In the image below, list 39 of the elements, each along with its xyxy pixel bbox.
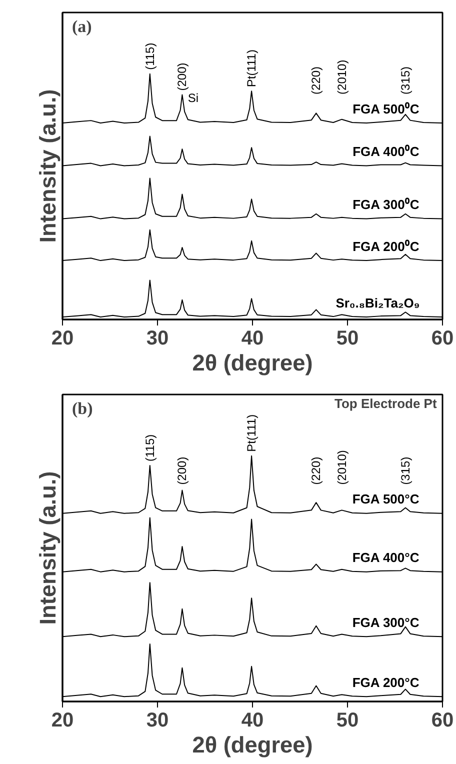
series-label: FGA 200⁰C [352, 238, 420, 254]
annotation: (2010) [334, 450, 349, 485]
x-tick-label: 40 [241, 710, 264, 732]
series-label: Sr₀.₈Bi₂Ta₂O₉ [336, 295, 420, 310]
chart-title: (b) [72, 399, 93, 418]
y-axis-title: Intensity (a.u.) [34, 471, 60, 625]
x-axis-title: 2θ (degree) [192, 350, 313, 376]
annotation: (2010) [334, 60, 349, 94]
chart-subtitle: Top Electrode Pt [334, 396, 438, 412]
annotation: Pt(111) [244, 414, 259, 452]
series-label: FGA 200°C [352, 674, 420, 690]
x-tick-label: 30 [146, 710, 169, 732]
series-label: FGA 500°C [352, 492, 420, 507]
annotation: (220) [309, 66, 324, 94]
x-axis-title: 2θ (degree) [192, 732, 313, 758]
series-label: FGA 300°C [352, 614, 420, 630]
x-tick-label: 50 [336, 710, 359, 732]
annotation: (200) [175, 62, 190, 91]
annotation: (115) [142, 42, 157, 70]
x-tick-label: 40 [241, 328, 264, 350]
x-tick-label: 60 [431, 710, 454, 732]
series-label: FGA 500⁰C [352, 101, 420, 116]
x-tick-label: 20 [51, 710, 74, 732]
annotation: Pt(111) [244, 50, 259, 88]
x-tick-label: 50 [336, 328, 359, 350]
series-label: FGA 400⁰C [352, 144, 420, 160]
annotation: (220) [309, 456, 324, 485]
series-label: FGA 400°C [352, 550, 420, 566]
chart-title: (a) [72, 17, 92, 36]
y-axis-title: Intensity (a.u.) [34, 89, 60, 243]
x-tick-label: 20 [51, 328, 74, 350]
annotation: (115) [142, 434, 157, 462]
x-tick-label: 60 [431, 328, 454, 350]
series-label: FGA 300⁰C [352, 197, 420, 212]
annotation: (315) [398, 456, 412, 485]
x-tick-label: 30 [146, 328, 169, 350]
annotation: Si [188, 90, 199, 105]
annotation: (315) [398, 66, 412, 94]
annotation: (200) [175, 456, 190, 485]
